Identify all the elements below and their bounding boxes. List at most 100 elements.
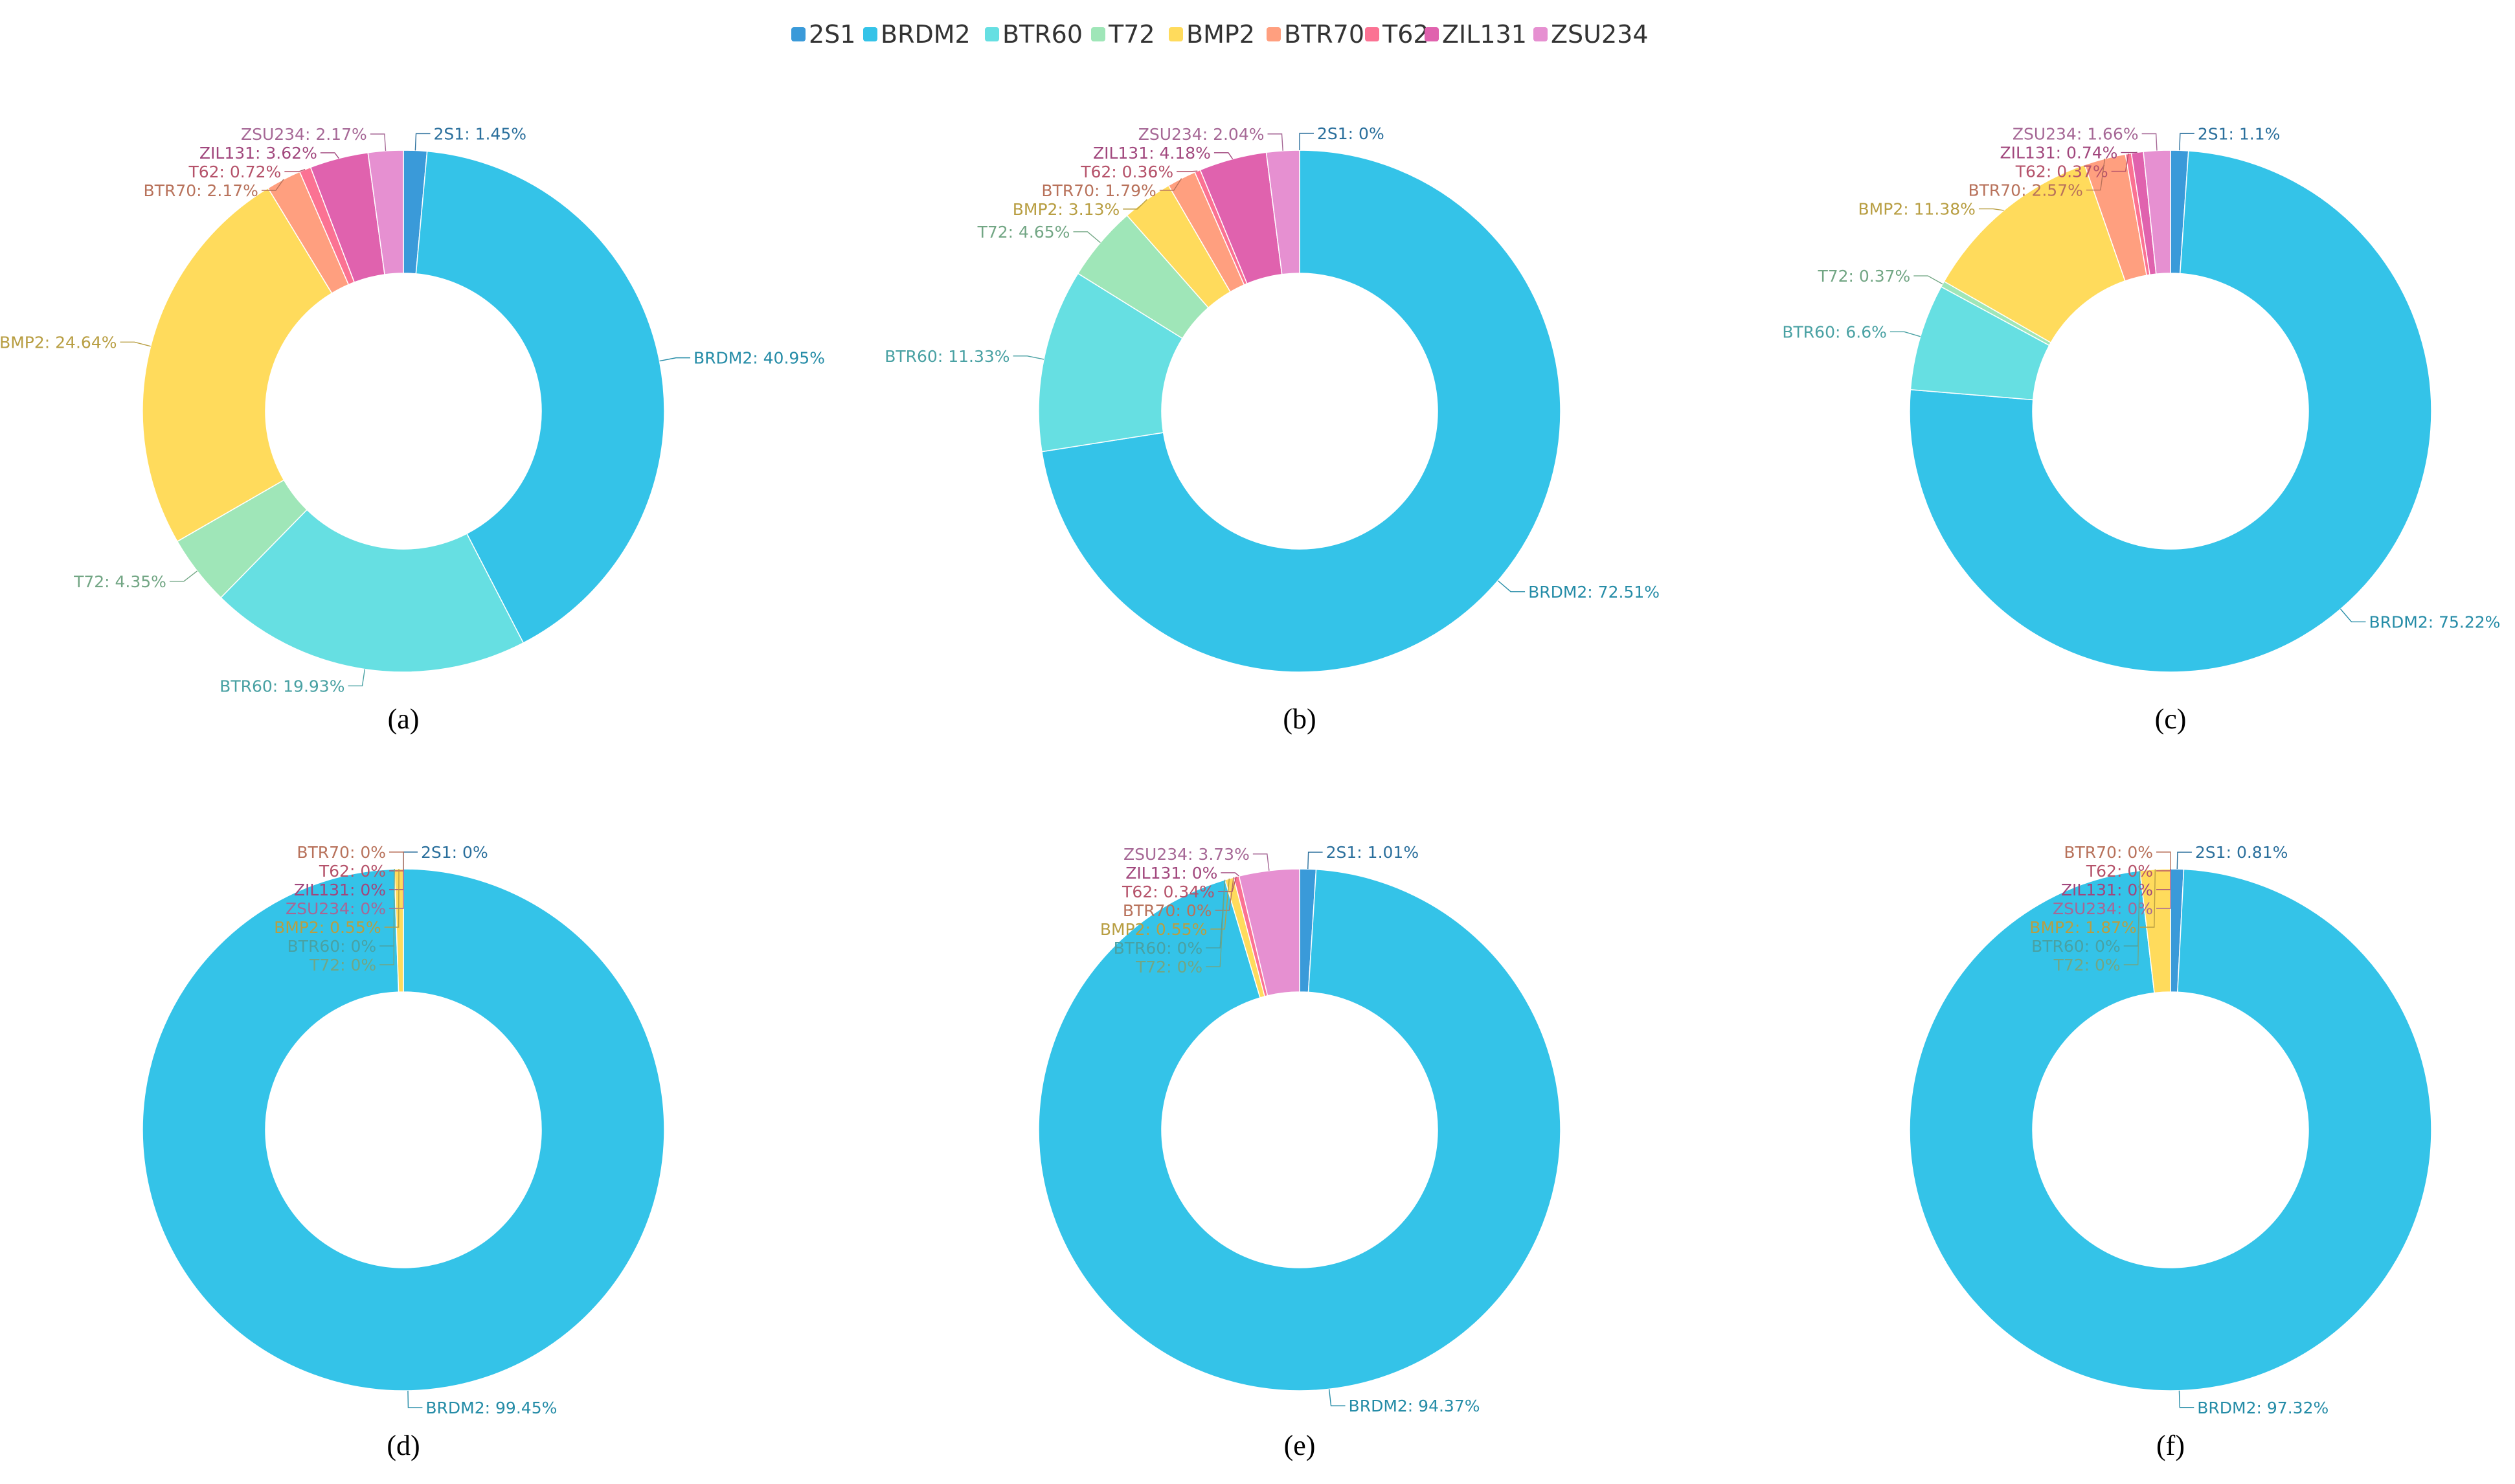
slice-label-bmp2: BMP2: 11.38% [1858,200,1976,219]
slice-label-btr70: BTR70: 2.57% [1968,181,2082,200]
leader-line-brdm2 [1328,1389,1346,1406]
slice-label-btr70: BTR70: 1.79% [1041,181,1156,200]
legend-item-t72[interactable]: T72 [1091,20,1155,49]
slice-label-2s1: 2S1: 0% [1317,124,1384,143]
slice-label-t62: T62: 0.36% [1080,163,1173,181]
slice-bmp2[interactable] [142,187,333,543]
slice-bmp2[interactable] [394,868,404,993]
leader-line-t72 [1073,231,1101,243]
slice-label-brdm2: BRDM2: 94.37% [1349,1397,1480,1415]
legend-label-bmp2: BMP2 [1186,20,1255,49]
legend-item-zsu234[interactable]: ZSU234 [1533,20,1649,49]
chart-caption: (b) [1283,703,1316,735]
slice-label-btr60: BTR60: 19.93% [220,677,344,695]
slice-zsu234[interactable] [1238,868,1300,996]
chart-caption: (d) [387,1430,420,1461]
leader-line-brdm2 [2340,609,2366,623]
slice-brdm2[interactable] [1909,868,2432,1391]
legend-swatch-t62 [1365,27,1379,41]
chart-e: 2S1: 1.01% BRDM2: 94.37% ZSU234: 3.73%ZIL1… [1038,843,1561,1461]
slice-label-t62: T62: 0% [2086,862,2153,881]
slice-label-zil131: ZIL131: 3.62% [199,144,317,163]
slice-label-t72: T72: 4.65% [977,223,1070,242]
slice-label-t62: T62: 0.37% [2015,163,2108,181]
leader-line-2s1 [2176,851,2192,870]
slice-zsu234[interactable] [1265,150,1300,275]
leader-line-brdm2 [1497,580,1526,592]
slice-zsu234[interactable] [367,150,404,275]
leader-line-bmp2 [2139,869,2156,928]
legend-label-zsu234: ZSU234 [1551,20,1649,49]
leader-line-t62 [1177,170,1198,172]
legend-swatch-brdm2 [863,27,877,41]
slice-label-bmp2: BMP2: 3.13% [1013,200,1120,219]
legend-item-t62[interactable]: T62 [1365,20,1429,49]
legend-item-bmp2[interactable]: BMP2 [1169,20,1255,49]
leader-line-zil131 [1213,152,1234,159]
slice-label-t72: T72: 0% [309,956,376,974]
slice-brdm2[interactable] [1041,150,1561,673]
leader-line-t72 [1913,275,1943,285]
legend-item-btr70[interactable]: BTR70 [1267,20,1364,49]
leader-line-bmp2 [384,869,400,928]
slice-btr60[interactable] [220,509,524,673]
leader-line-t72 [1206,879,1226,967]
legend-swatch-2s1 [791,27,806,41]
chart-caption: (a) [388,703,420,735]
chart-caption: (f) [2156,1430,2185,1461]
leader-line-btr60 [348,669,366,686]
legend-item-brdm2[interactable]: BRDM2 [863,20,971,49]
slice-brdm2[interactable] [415,150,665,644]
slice-label-btr60: BTR60: 0% [1114,939,1203,958]
leader-line-btr70 [389,851,404,869]
slice-bmp2[interactable] [2139,868,2171,994]
leader-line-2s1 [1307,851,1323,870]
slice-label-t72: T72: 4.35% [73,572,166,591]
slice-label-t62: T62: 0% [319,862,386,881]
slice-label-zil131: ZIL131: 0% [1125,864,1217,883]
leader-line-btr60 [1889,331,1921,337]
legend-label-brdm2: BRDM2 [881,20,971,49]
slice-label-t62: T62: 0.34% [1122,883,1215,901]
slice-label-2s1: 2S1: 0% [421,843,488,862]
slice-brdm2[interactable] [1038,869,1561,1391]
slice-bmp2[interactable] [1943,164,2126,344]
slice-zsu234[interactable] [2143,150,2171,275]
leader-line-btr70 [2086,158,2106,191]
leader-line-t72 [379,869,395,965]
slice-label-zsu234: ZSU234: 0% [2053,899,2153,918]
slice-label-2s1: 2S1: 1.01% [1326,843,1419,862]
leader-line-zsu234 [370,133,387,151]
leader-line-brdm2 [659,357,691,362]
legend: 2S1 BRDM2 BTR60 T72 BMP2 BTR70 T62 ZIL131 ZSU234 [791,20,1649,49]
legend-item-2s1[interactable]: 2S1 [791,20,855,49]
chart-caption: (e) [1284,1430,1316,1461]
slice-label-zsu234: ZSU234: 2.17% [241,125,367,144]
leader-line-bmp2 [120,341,151,347]
slice-label-bmp2: BMP2: 1.87% [2029,918,2137,937]
slice-label-t72: T72: 0% [1135,958,1202,976]
legend-swatch-bmp2 [1169,27,1183,41]
slice-label-btr60: BTR60: 0% [288,937,377,956]
legend-item-zil131[interactable]: ZIL131 [1425,20,1527,49]
slice-label-brdm2: BRDM2: 97.32% [2197,1399,2329,1417]
leader-line-zsu234 [1267,133,1283,151]
leader-line-t62 [284,169,306,172]
legend-label-t72: T72 [1108,20,1155,49]
legend-item-btr60[interactable]: BTR60 [985,20,1083,49]
slice-brdm2[interactable] [1909,150,2432,673]
slice-label-bmp2: BMP2: 24.64% [0,333,117,352]
charts-container: 2S1: 1.45%BRDM2: 40.95%ZSU234: 2.17%ZIL1… [0,124,2500,1461]
slice-label-brdm2: BRDM2: 75.22% [2369,613,2501,631]
legend-swatch-t72 [1091,27,1105,41]
slice-brdm2[interactable] [142,868,665,1391]
chart-b: 2S1: 0% BRDM2: 72.51% ZSU234: 2.04%ZIL131:… [885,124,1660,735]
slice-label-zsu234: ZSU234: 2.04% [1138,125,1265,144]
slice-label-btr60: BTR60: 0% [2031,937,2121,956]
leader-line-bmp2 [1210,878,1230,930]
legend-label-t62: T62 [1382,20,1429,49]
slice-label-btr60: BTR60: 6.6% [1782,322,1887,341]
slice-btr60[interactable] [1038,273,1184,453]
leader-line-2s1 [1299,133,1314,150]
